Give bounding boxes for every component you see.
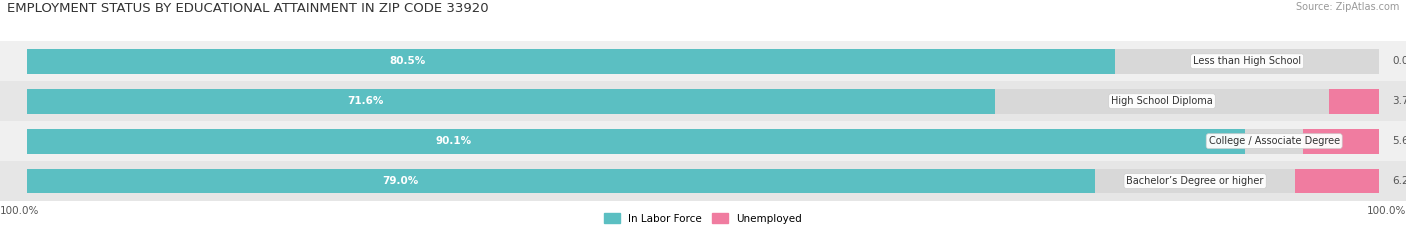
Bar (27, 169, 1095, 193)
Bar (1295, 169, 1379, 193)
Bar (0, 121, 1406, 161)
Bar (27, 129, 1246, 154)
Bar (1303, 129, 1379, 154)
Text: High School Diploma: High School Diploma (1111, 96, 1213, 106)
Legend: In Labor Force, Unemployed: In Labor Force, Unemployed (600, 209, 806, 228)
Text: 0.0%: 0.0% (1392, 56, 1406, 66)
Text: 100.0%: 100.0% (1367, 206, 1406, 216)
Bar (27, 89, 995, 113)
Bar (1329, 89, 1379, 113)
Text: 100.0%: 100.0% (0, 206, 39, 216)
Bar (27, 169, 1379, 193)
Bar (27, 49, 1379, 74)
Bar (27, 49, 1115, 74)
Text: EMPLOYMENT STATUS BY EDUCATIONAL ATTAINMENT IN ZIP CODE 33920: EMPLOYMENT STATUS BY EDUCATIONAL ATTAINM… (7, 2, 489, 15)
Text: 71.6%: 71.6% (347, 96, 384, 106)
Bar (27, 129, 1379, 154)
Bar (27, 89, 1379, 113)
Text: 3.7%: 3.7% (1392, 96, 1406, 106)
Text: College / Associate Degree: College / Associate Degree (1209, 136, 1340, 146)
Text: Source: ZipAtlas.com: Source: ZipAtlas.com (1295, 2, 1399, 12)
Text: 80.5%: 80.5% (389, 56, 426, 66)
Text: 5.6%: 5.6% (1392, 136, 1406, 146)
Text: 90.1%: 90.1% (436, 136, 471, 146)
Bar (0, 81, 1406, 121)
Text: Bachelor’s Degree or higher: Bachelor’s Degree or higher (1126, 176, 1264, 186)
Bar (0, 41, 1406, 81)
Text: 6.2%: 6.2% (1392, 176, 1406, 186)
Text: Less than High School: Less than High School (1194, 56, 1301, 66)
Bar (0, 161, 1406, 201)
Text: 79.0%: 79.0% (382, 176, 419, 186)
